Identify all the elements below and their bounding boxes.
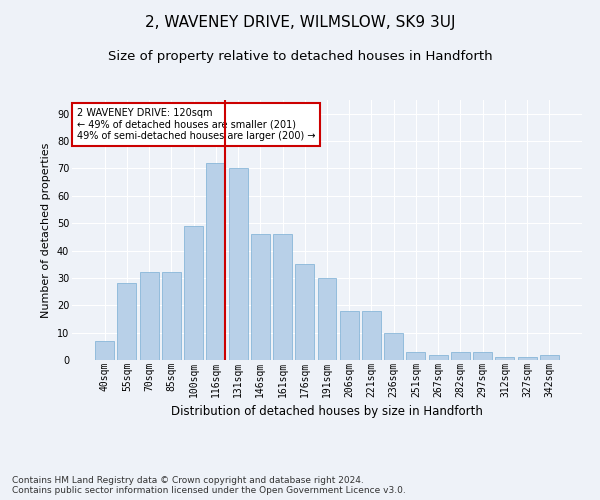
Text: 2, WAVENEY DRIVE, WILMSLOW, SK9 3UJ: 2, WAVENEY DRIVE, WILMSLOW, SK9 3UJ <box>145 15 455 30</box>
Bar <box>317 278 337 360</box>
Y-axis label: Number of detached properties: Number of detached properties <box>41 142 51 318</box>
X-axis label: Distribution of detached houses by size in Handforth: Distribution of detached houses by size … <box>171 405 483 418</box>
Bar <box>229 168 248 360</box>
Bar <box>251 234 270 360</box>
Bar <box>429 354 448 360</box>
Bar <box>384 332 403 360</box>
Bar <box>162 272 181 360</box>
Bar <box>295 264 314 360</box>
Bar <box>206 163 225 360</box>
Bar <box>540 354 559 360</box>
Text: Contains HM Land Registry data © Crown copyright and database right 2024.
Contai: Contains HM Land Registry data © Crown c… <box>12 476 406 495</box>
Bar <box>362 310 381 360</box>
Bar <box>95 341 114 360</box>
Bar <box>184 226 203 360</box>
Text: Size of property relative to detached houses in Handforth: Size of property relative to detached ho… <box>107 50 493 63</box>
Bar <box>340 310 359 360</box>
Bar <box>140 272 158 360</box>
Bar <box>406 352 425 360</box>
Bar <box>473 352 492 360</box>
Bar <box>451 352 470 360</box>
Text: 2 WAVENEY DRIVE: 120sqm
← 49% of detached houses are smaller (201)
49% of semi-d: 2 WAVENEY DRIVE: 120sqm ← 49% of detache… <box>77 108 316 141</box>
Bar <box>496 358 514 360</box>
Bar <box>273 234 292 360</box>
Bar <box>118 284 136 360</box>
Bar <box>518 358 536 360</box>
